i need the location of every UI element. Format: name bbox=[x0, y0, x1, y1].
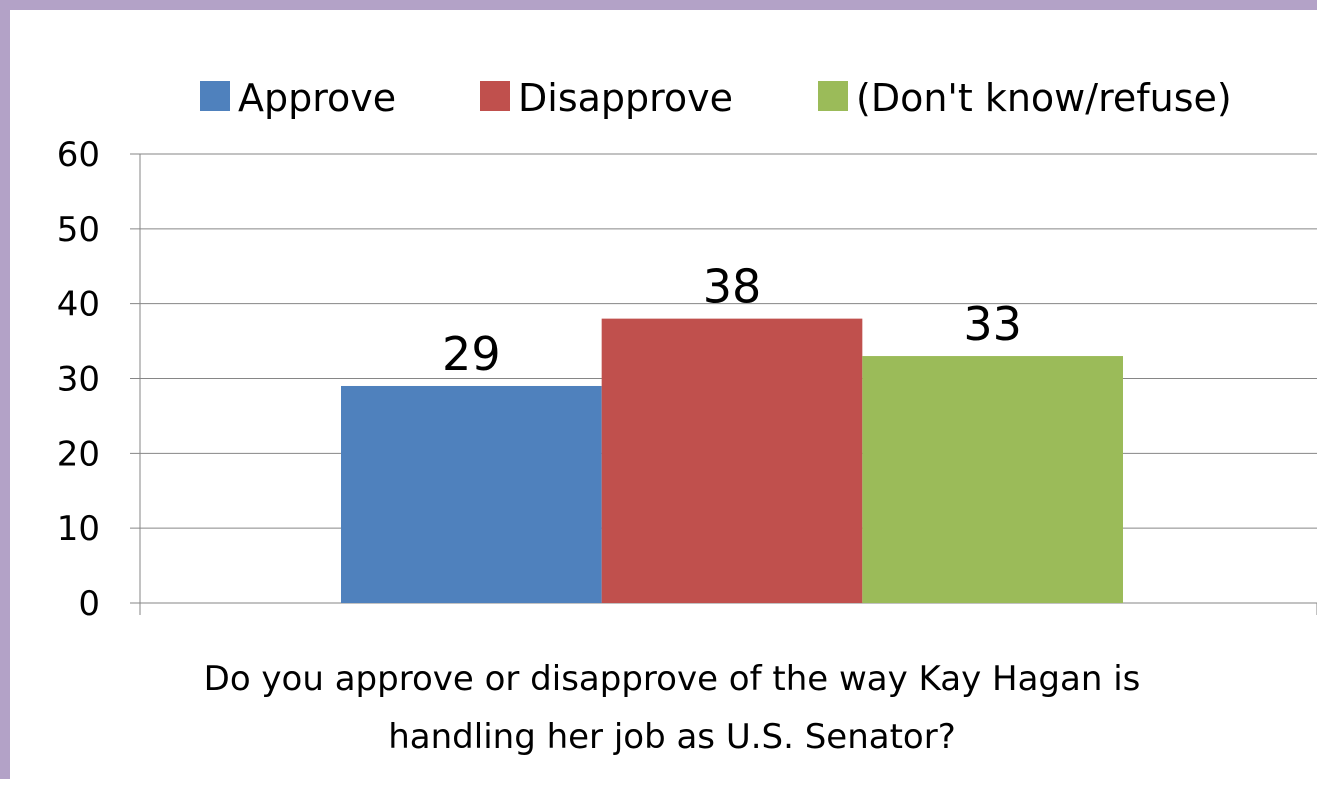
bar-approve bbox=[341, 385, 602, 603]
legend-label: Approve bbox=[238, 76, 396, 120]
data-label: 38 bbox=[703, 260, 762, 314]
chart: 0 10 20 30 40 50 60 29 38 33 Approve Disapprove (D… bbox=[57, 76, 1317, 757]
bar-disapprove bbox=[601, 318, 863, 603]
y-axis: 0 10 20 30 40 50 60 bbox=[57, 135, 1317, 624]
x-axis-label-line: Do you approve or disapprove of the way … bbox=[204, 659, 1141, 699]
legend-label: (Don't know/refuse) bbox=[856, 76, 1232, 120]
legend-swatch bbox=[480, 81, 510, 111]
data-labels: 29 38 33 bbox=[442, 260, 1022, 381]
y-tick-label: 30 bbox=[57, 360, 100, 400]
legend-swatch bbox=[818, 81, 848, 111]
y-tick-label: 10 bbox=[57, 509, 100, 549]
data-label: 29 bbox=[442, 327, 501, 381]
bars bbox=[341, 318, 1123, 603]
y-tick-label: 0 bbox=[78, 584, 100, 624]
x-axis-label-line: handling her job as U.S. Senator? bbox=[388, 717, 956, 757]
legend: Approve Disapprove (Don't know/refuse) bbox=[200, 76, 1232, 120]
y-tick-label: 60 bbox=[57, 135, 100, 175]
x-axis-label: Do you approve or disapprove of the way … bbox=[204, 659, 1141, 757]
y-tick-label: 50 bbox=[57, 210, 100, 250]
data-label: 33 bbox=[963, 297, 1022, 351]
y-tick-label: 40 bbox=[57, 285, 100, 325]
legend-swatch bbox=[200, 81, 230, 111]
legend-label: Disapprove bbox=[518, 76, 733, 120]
bar-don-t-know-refuse bbox=[862, 356, 1123, 603]
y-tick-label: 20 bbox=[57, 434, 100, 474]
